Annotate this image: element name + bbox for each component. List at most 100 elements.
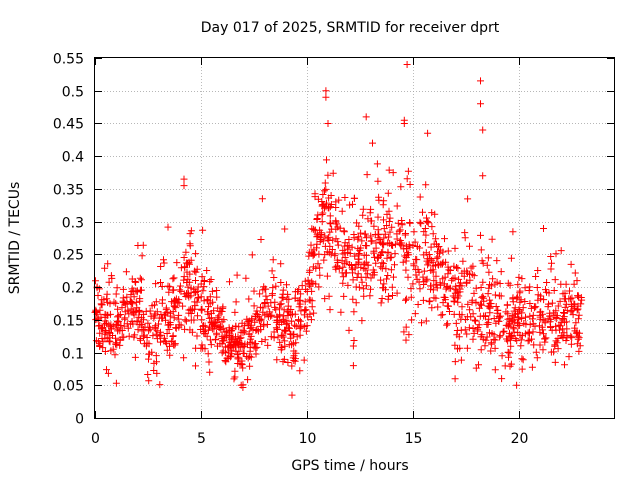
- data-point: [556, 297, 564, 305]
- data-point: [152, 322, 159, 330]
- data-point: [433, 240, 440, 248]
- data-point: [496, 280, 504, 287]
- data-point: [524, 329, 532, 337]
- data-point: [349, 295, 357, 303]
- data-point: [516, 298, 524, 306]
- data-point: [352, 299, 360, 307]
- data-point: [505, 320, 513, 328]
- data-point: [174, 298, 182, 306]
- data-point: [113, 284, 121, 292]
- data-point: [518, 332, 526, 340]
- data-point: [246, 362, 254, 370]
- data-point: [419, 273, 427, 281]
- data-point: [563, 325, 571, 333]
- data-point: [454, 288, 462, 296]
- data-point: [276, 304, 283, 312]
- data-point: [260, 320, 268, 328]
- data-point: [313, 216, 321, 223]
- data-point: [472, 284, 480, 292]
- data-point: [201, 345, 209, 353]
- data-point: [315, 250, 323, 258]
- data-point: [253, 326, 261, 333]
- data-point: [142, 307, 150, 315]
- data-point: [437, 311, 445, 319]
- data-point: [290, 347, 298, 355]
- data-point: [208, 287, 216, 295]
- data-point: [281, 327, 289, 335]
- data-point: [297, 323, 305, 331]
- data-point: [497, 268, 505, 276]
- data-point: [461, 234, 469, 242]
- data-point: [291, 310, 299, 318]
- data-point: [507, 360, 515, 368]
- data-point: [277, 279, 285, 286]
- data-point: [134, 242, 142, 249]
- data-point: [225, 348, 233, 356]
- data-point: [94, 292, 102, 299]
- data-point: [575, 347, 583, 355]
- data-point: [245, 317, 253, 325]
- data-point: [350, 234, 358, 242]
- data-point: [573, 277, 581, 285]
- data-point: [180, 354, 188, 362]
- data-point: [288, 362, 296, 370]
- data-point: [258, 195, 266, 203]
- data-point: [345, 326, 353, 334]
- data-point: [98, 325, 106, 333]
- data-point: [296, 367, 304, 375]
- data-point: [418, 319, 425, 327]
- data-point: [187, 310, 195, 317]
- data-point: [402, 295, 410, 303]
- data-point: [374, 231, 382, 239]
- data-point: [432, 235, 440, 243]
- data-point: [341, 260, 349, 268]
- data-points: [91, 61, 586, 399]
- data-point: [283, 281, 290, 289]
- data-point: [507, 342, 515, 350]
- data-point: [363, 234, 370, 242]
- data-point: [496, 333, 504, 341]
- data-point: [413, 256, 421, 264]
- data-point: [198, 341, 206, 349]
- data-point: [172, 304, 180, 312]
- data-point: [179, 302, 187, 310]
- data-point: [157, 328, 164, 336]
- data-point: [198, 273, 206, 281]
- data-point: [449, 292, 457, 300]
- data-point: [133, 317, 141, 325]
- data-point: [98, 335, 106, 342]
- y-axis-label: SRMTID / TECUs: [7, 182, 23, 295]
- data-point: [414, 301, 422, 308]
- data-point: [472, 364, 480, 372]
- data-point: [567, 332, 575, 340]
- data-point: [531, 322, 539, 330]
- data-point: [561, 303, 569, 311]
- data-point: [386, 214, 394, 222]
- data-point: [231, 367, 239, 375]
- data-point: [238, 357, 246, 365]
- data-point: [104, 298, 112, 306]
- data-point: [310, 309, 318, 317]
- data-point: [375, 193, 383, 201]
- data-point: [521, 284, 529, 292]
- data-point: [313, 244, 320, 252]
- data-point: [462, 279, 470, 287]
- data-point: [393, 202, 401, 210]
- data-point: [383, 254, 391, 262]
- data-point: [477, 300, 485, 308]
- data-point: [267, 333, 275, 341]
- data-point: [96, 329, 104, 337]
- data-point: [557, 247, 565, 255]
- data-point: [447, 284, 455, 292]
- data-point: [169, 275, 177, 283]
- data-point: [176, 286, 184, 294]
- data-point: [519, 356, 527, 364]
- data-point: [518, 355, 526, 363]
- data-point: [283, 307, 291, 315]
- x-tick-label: 15: [405, 431, 423, 447]
- data-point: [257, 303, 264, 311]
- data-point: [340, 227, 348, 235]
- data-point: [169, 308, 177, 316]
- data-point: [431, 210, 439, 218]
- data-point: [489, 275, 497, 283]
